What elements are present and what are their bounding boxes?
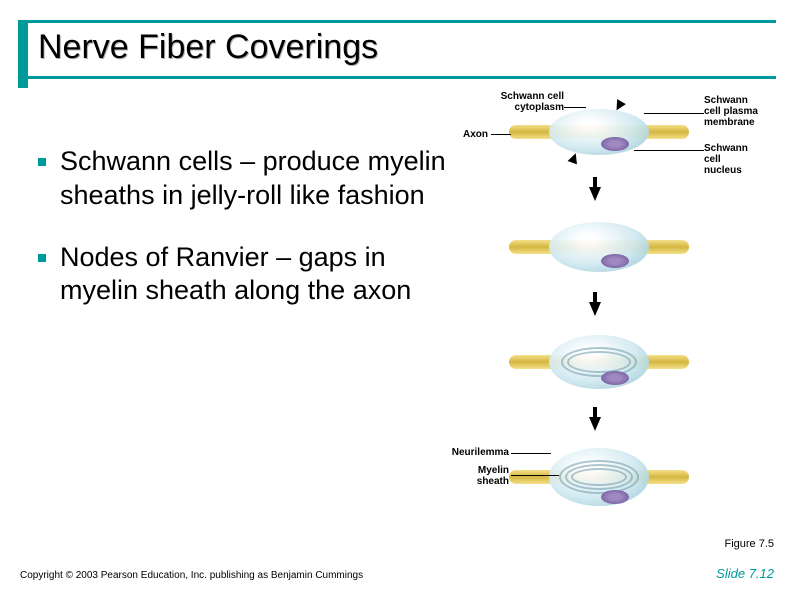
title-rule-bottom xyxy=(18,76,776,79)
slide-title: Nerve Fiber Coverings xyxy=(38,28,378,67)
leader-line xyxy=(644,113,704,114)
label-schwann-nucleus: Schwann cell nucleus xyxy=(704,143,764,176)
leader-line xyxy=(634,150,704,151)
diagram-area: Schwann cell cytoplasm Schwann cell plas… xyxy=(459,95,769,535)
arrow-down-icon xyxy=(589,417,601,431)
slide-number: Slide 7.12 xyxy=(716,566,774,581)
schwann-cell-wrap xyxy=(549,109,649,155)
label-myelin-sheath: Myelin sheath xyxy=(449,465,509,487)
schwann-nucleus xyxy=(601,490,629,504)
bullet-text: Schwann cells – produce myelin sheaths i… xyxy=(60,145,458,213)
diagram-stage-3 xyxy=(509,325,689,395)
bullet-marker xyxy=(38,158,46,166)
leader-line xyxy=(511,453,551,454)
bullet-item: Nodes of Ranvier – gaps in myelin sheath… xyxy=(38,241,458,309)
schwann-cell-wrap xyxy=(549,222,649,272)
bullet-marker xyxy=(38,254,46,262)
figure-caption: Figure 7.5 xyxy=(724,538,774,550)
diagram-stage-2 xyxy=(509,210,689,280)
leader-line xyxy=(564,107,586,108)
leader-line xyxy=(511,475,559,476)
arrow-down-icon xyxy=(589,302,601,316)
copyright-text: Copyright © 2003 Pearson Education, Inc.… xyxy=(20,570,363,581)
schwann-nucleus xyxy=(601,254,629,268)
label-schwann-membrane: Schwann cell plasma membrane xyxy=(704,95,769,128)
bullet-item: Schwann cells – produce myelin sheaths i… xyxy=(38,145,458,213)
schwann-nucleus xyxy=(601,137,629,151)
title-rule-top xyxy=(18,20,776,23)
schwann-nucleus xyxy=(601,371,629,385)
bullet-text: Nodes of Ranvier – gaps in myelin sheath… xyxy=(60,241,458,309)
label-schwann-cytoplasm: Schwann cell cytoplasm xyxy=(494,91,564,113)
label-axon: Axon xyxy=(463,129,488,140)
arrow-down-icon xyxy=(589,187,601,201)
wrap-arrow-icon xyxy=(568,152,581,165)
content-area: Schwann cells – produce myelin sheaths i… xyxy=(38,145,458,336)
myelin-ring xyxy=(571,468,627,486)
label-neurilemma: Neurilemma xyxy=(449,447,509,458)
leader-line xyxy=(491,134,511,135)
myelin-ring xyxy=(567,351,631,373)
